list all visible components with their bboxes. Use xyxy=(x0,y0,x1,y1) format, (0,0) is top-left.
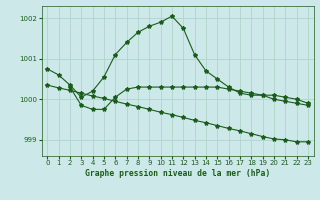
X-axis label: Graphe pression niveau de la mer (hPa): Graphe pression niveau de la mer (hPa) xyxy=(85,169,270,178)
